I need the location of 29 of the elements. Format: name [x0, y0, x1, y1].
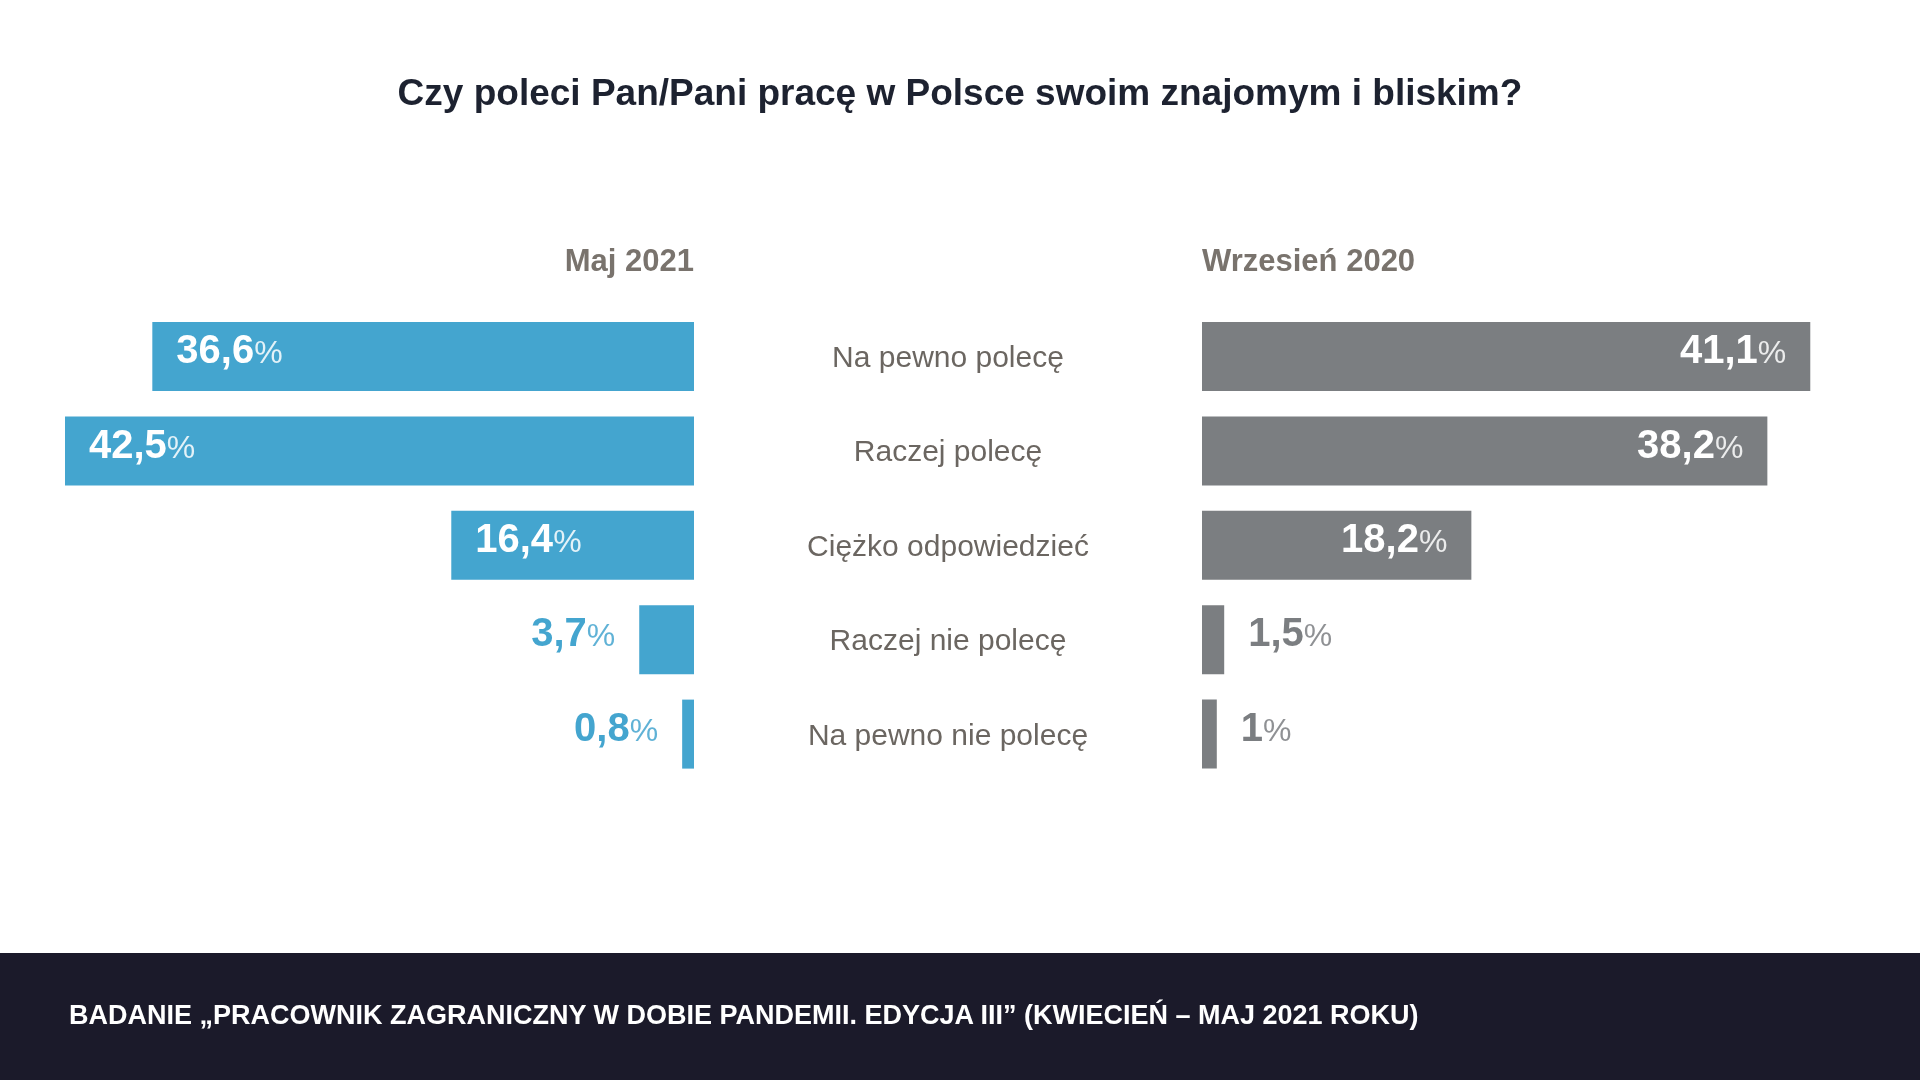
series-label: Maj 2021	[563, 243, 694, 279]
data-label: 18,2%	[1341, 516, 1448, 561]
bar	[1202, 510, 1472, 580]
y-tick-label: Raczej polecę	[853, 434, 1043, 468]
y-tick-label: Na pewno nie polecę	[807, 717, 1089, 751]
text: BADANIE „PRACOWNIK ZAGRANICZNY W DOBIE PANDEMII. EDYCJA III” (KWIECIEŃ – MAJ 2021 ROKU)	[69, 1000, 1419, 1031]
y-tick-label: Ciężko odpowiedzieć	[807, 528, 1089, 562]
data-label: 0,8%	[574, 704, 659, 749]
data-label: 16,4%	[475, 516, 582, 561]
text: Czy poleci Pan/Pani pracę w Polsce swoim znajomym i bliskim?	[396, 72, 1524, 114]
bar	[451, 510, 694, 580]
bar	[1202, 699, 1217, 769]
data-label: 42,5%	[89, 421, 196, 466]
series-label: Wrzesień 2020	[1202, 243, 1416, 279]
data-label: 38,2%	[1637, 421, 1744, 466]
data-label: 41,1%	[1679, 327, 1787, 372]
bar	[1202, 416, 1768, 486]
bar	[1202, 322, 1811, 391]
data-label: 1%	[1240, 704, 1292, 749]
data-label: 36,6%	[176, 327, 283, 372]
y-tick-label: Raczej nie polecę	[829, 623, 1067, 657]
bar	[682, 699, 694, 769]
data-label: 3,7%	[531, 610, 616, 655]
bar	[639, 605, 694, 675]
bar	[1202, 605, 1225, 675]
data-label: 1,5%	[1248, 610, 1333, 655]
y-tick-label: Na pewno polecę	[832, 340, 1064, 373]
bar	[152, 322, 694, 391]
bar	[65, 416, 694, 486]
